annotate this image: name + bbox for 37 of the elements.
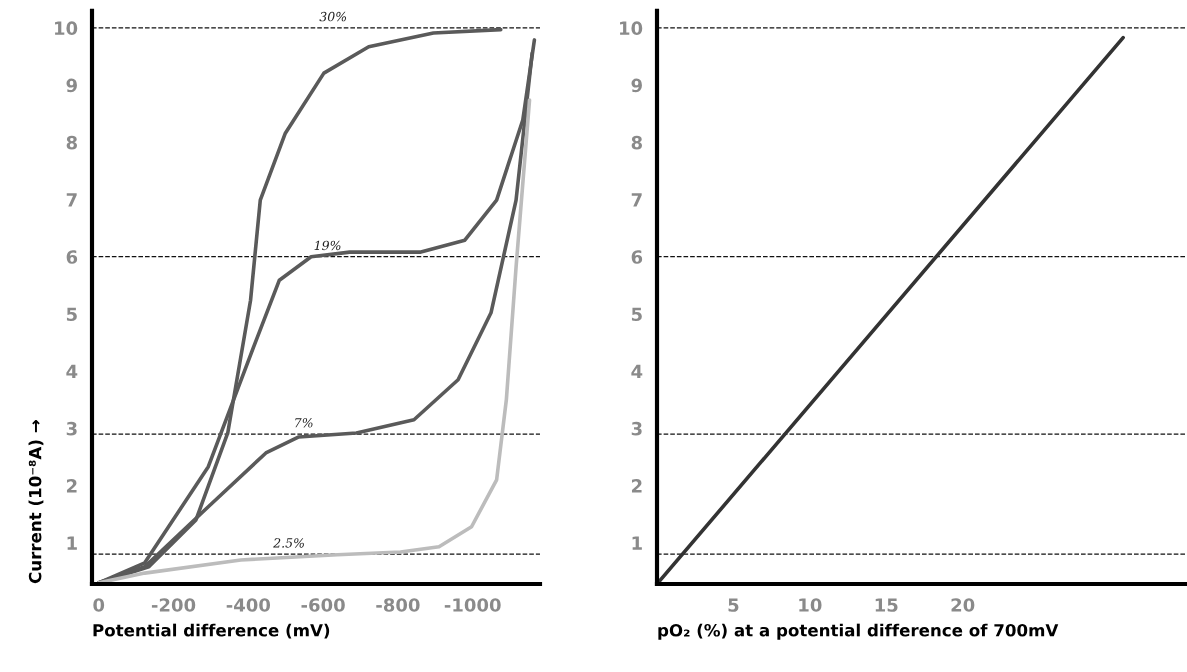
- x-tick-label: -1000: [444, 598, 501, 612]
- x-axis-title: Potential difference (mV): [93, 623, 330, 639]
- y-tick-label: 5: [631, 307, 642, 322]
- annotation: 2.5%: [273, 538, 304, 548]
- y-tick-label: 4: [66, 364, 78, 379]
- y-tick-label: 3: [66, 421, 77, 436]
- y-tick-label: 10: [620, 21, 643, 36]
- x-tick-label: 5: [728, 598, 739, 612]
- y-tick-label: 8: [66, 135, 77, 150]
- x-tick-label: 20: [951, 598, 975, 612]
- y-tick-label: 4: [631, 364, 643, 379]
- x-tick-label: -200: [151, 598, 196, 612]
- y-tick-label: 10: [55, 21, 78, 36]
- y-tick-label: 1: [632, 536, 642, 550]
- y-tick-label: 6: [631, 250, 643, 264]
- x-tick-label: 10: [799, 598, 822, 612]
- y-tick-label: 2: [66, 479, 77, 493]
- x-tick-label: 15: [875, 598, 898, 612]
- y-tick-label: 7: [66, 193, 77, 207]
- x-tick-label: -600: [301, 598, 345, 612]
- x-tick-label: 0: [93, 598, 105, 612]
- x-tick-label: -400: [226, 598, 271, 612]
- annotation: 19%: [314, 240, 341, 251]
- y-tick-label: 7: [631, 193, 642, 207]
- y-tick-label: 3: [631, 421, 642, 436]
- y-tick-label: 6: [66, 250, 78, 264]
- y-tick-label: 1: [67, 536, 77, 550]
- y-tick-label: 9: [631, 78, 642, 93]
- y-tick-label: 2: [631, 479, 642, 493]
- y-axis-title: Current (10⁻⁸A) →: [28, 420, 44, 584]
- y-tick-label: 9: [66, 78, 77, 93]
- y-tick-label: 8: [631, 135, 642, 150]
- y-tick-label: 5: [66, 307, 77, 322]
- x-axis-title: pO₂ (%) at a potential difference of 700mV: [658, 623, 1059, 640]
- annotation: 7%: [295, 418, 313, 428]
- annotation: 30%: [319, 11, 347, 22]
- x-tick-label: -800: [376, 598, 420, 612]
